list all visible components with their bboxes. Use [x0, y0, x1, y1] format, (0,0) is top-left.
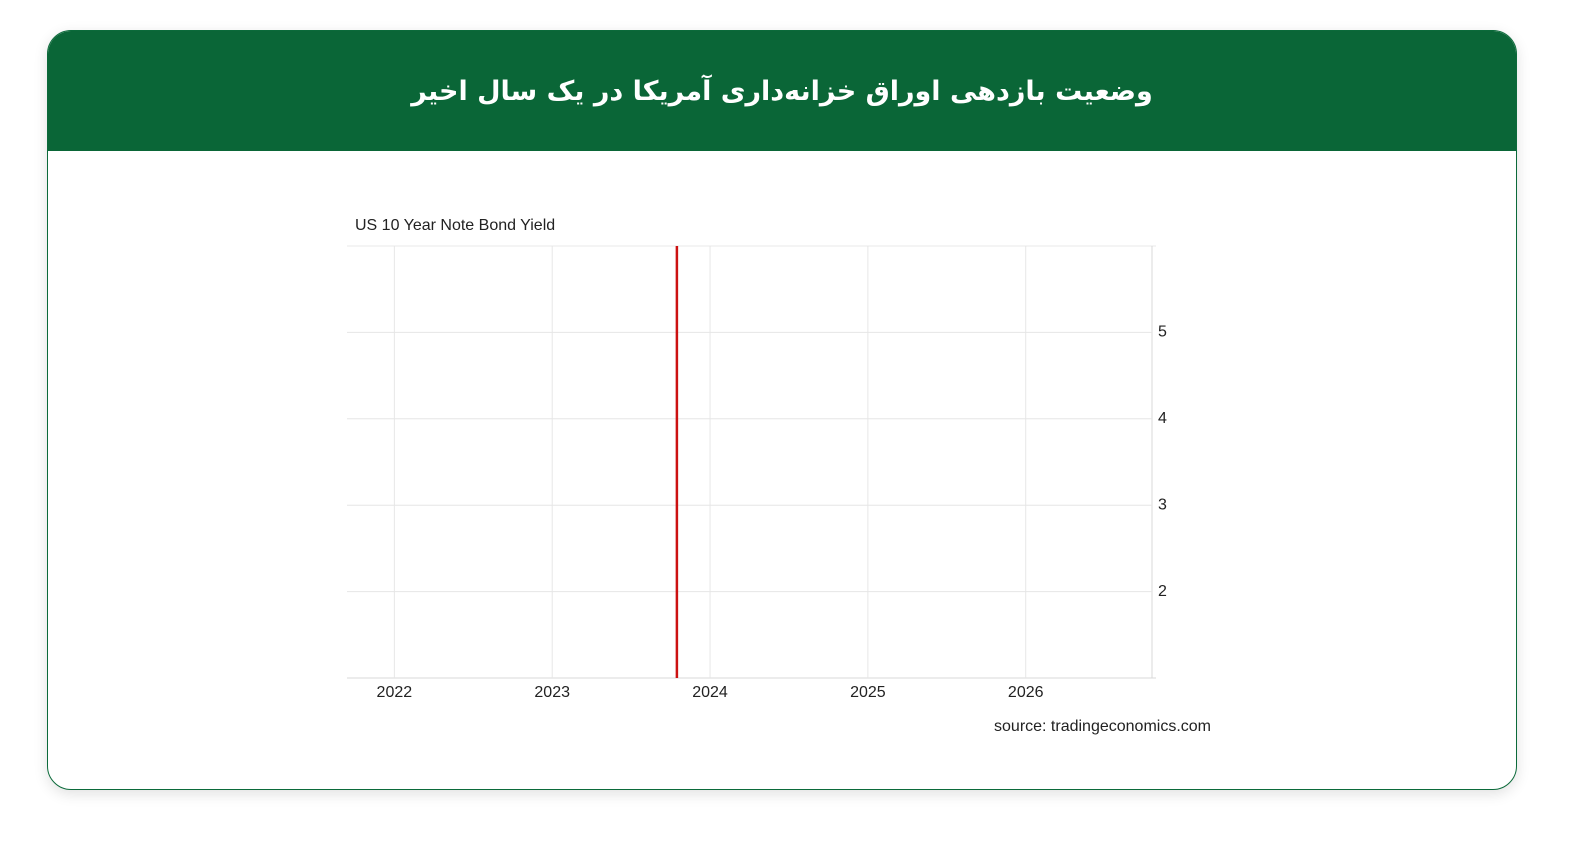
source: source: tradingeconomics.com	[994, 718, 1211, 735]
card: وضعیت بازدهی اوراق خزانه‌داری آمریکا در …	[47, 30, 1517, 790]
header: وضعیت بازدهی اوراق خزانه‌داری آمریکا در …	[48, 31, 1516, 151]
x-tick-label: 2022	[377, 684, 413, 701]
x-tick-label: 2024	[692, 684, 728, 701]
x-tick-label: 2026	[1008, 684, 1044, 701]
y-tick-label: 4	[1158, 410, 1167, 427]
x-tick-label: 2023	[534, 684, 570, 701]
chart-title: US 10 Year Note Bond Yield	[355, 217, 555, 234]
y-tick-label: 5	[1158, 324, 1167, 341]
y-tick-label: 2	[1158, 583, 1167, 600]
x-tick-label: 2025	[850, 684, 886, 701]
y-tick-label: 3	[1158, 496, 1167, 513]
header-title: وضعیت بازدهی اوراق خزانه‌داری آمریکا در …	[411, 75, 1153, 107]
